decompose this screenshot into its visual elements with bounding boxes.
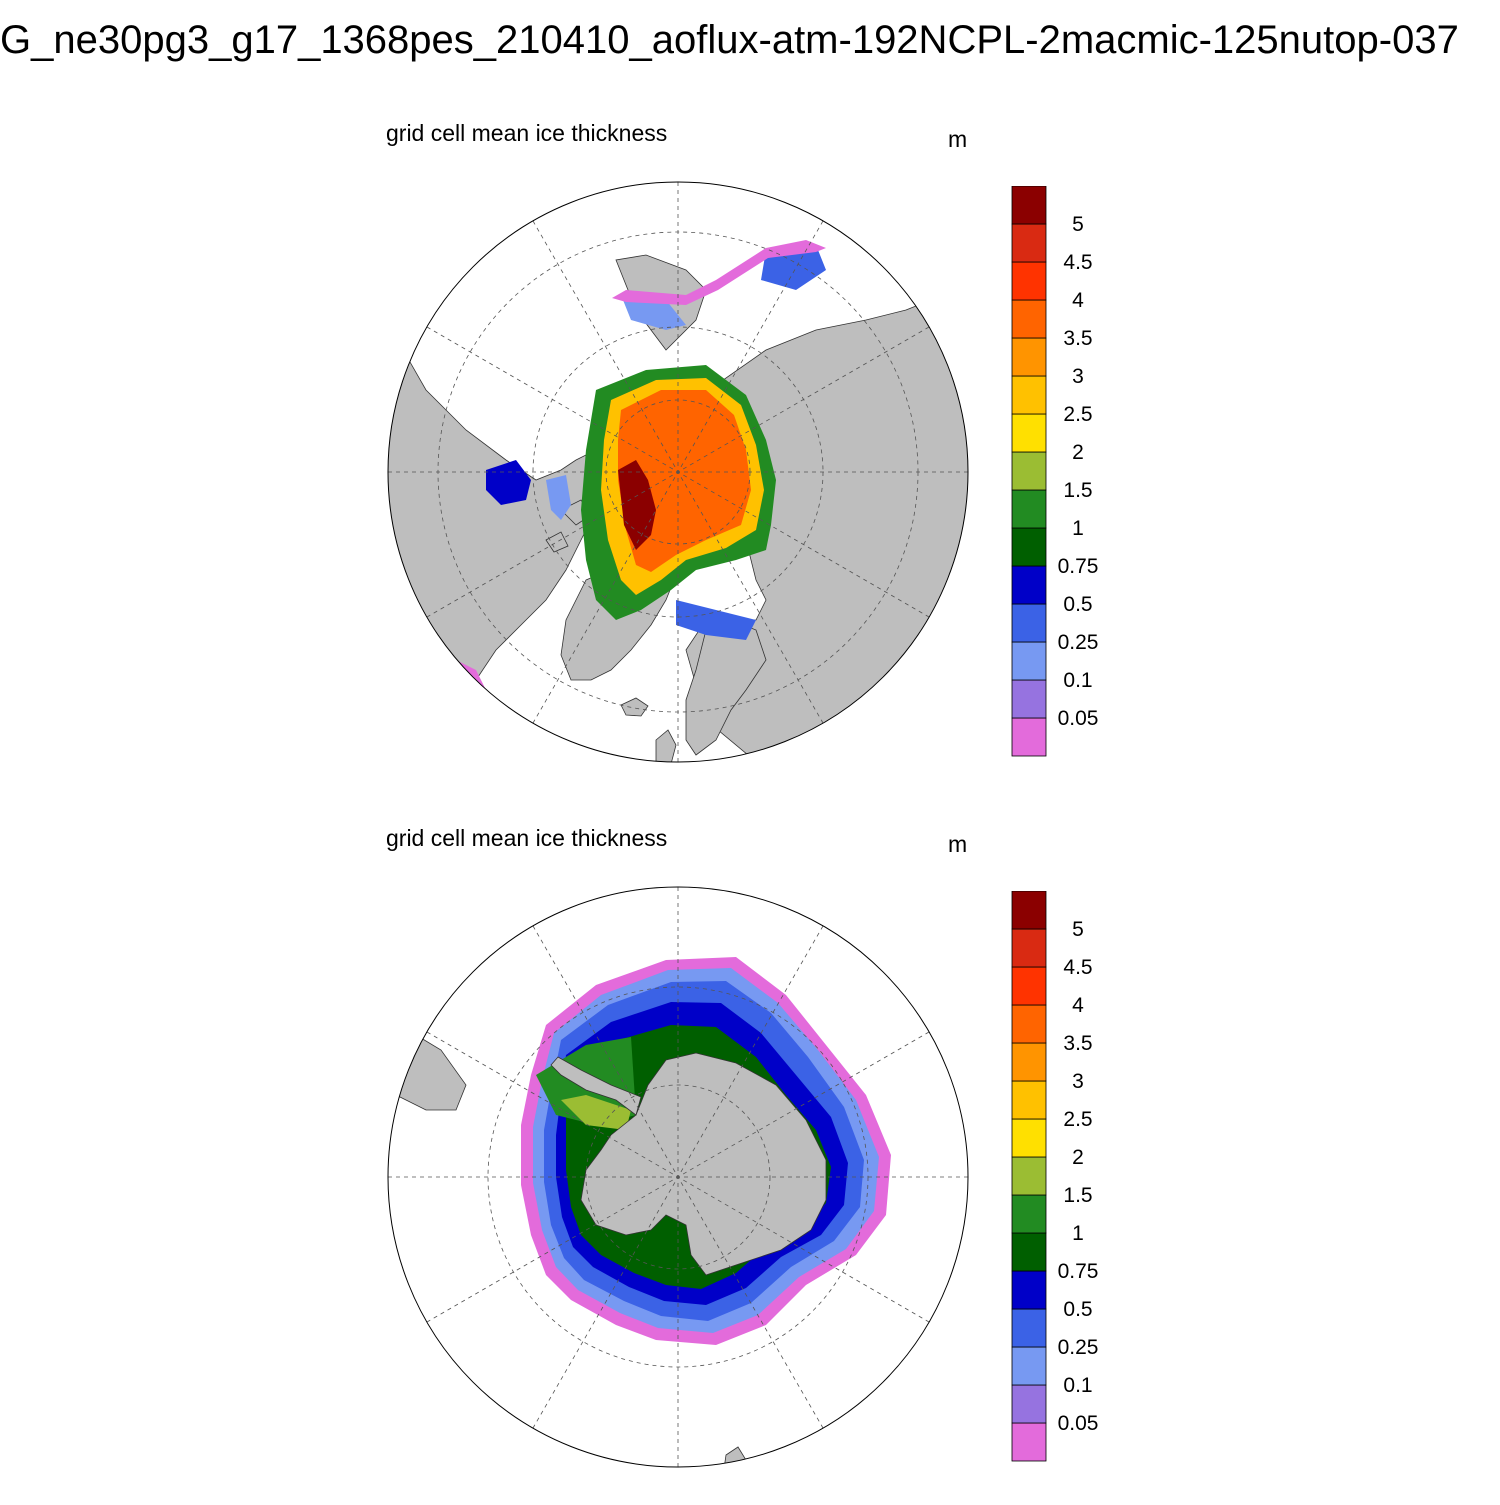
north-ice	[456, 240, 826, 700]
colorbar-label: 4	[1072, 994, 1084, 1017]
colorbar-swatch	[1011, 565, 1047, 605]
colorbar-swatch	[1011, 928, 1047, 968]
colorbar-label: 1	[1072, 517, 1084, 540]
colorbar-swatch	[1011, 261, 1047, 301]
colorbar-swatch	[1011, 891, 1047, 930]
colorbar-swatch	[1011, 1004, 1047, 1044]
south-colorbar: 0.05 0.1 0.25 0.5 0.75 1 1.5 2 2.5 3 3.5 4 4.5 5	[1011, 891, 1099, 1462]
colorbar-swatch	[1011, 1156, 1047, 1196]
colorbar-label: 1	[1072, 1222, 1084, 1245]
colorbar-label: 2	[1072, 441, 1084, 464]
colorbar-label: 0.75	[1058, 1260, 1099, 1283]
colorbar-label: 5	[1072, 918, 1084, 941]
colorbar-label: 1.5	[1063, 479, 1092, 502]
north-panel: grid cell mean ice thickness m	[0, 100, 1500, 800]
north-polar-map	[387, 181, 969, 763]
colorbar-label: 0.75	[1058, 555, 1099, 578]
colorbar-swatch	[1011, 1194, 1047, 1234]
colorbar-label: 0.5	[1063, 1298, 1092, 1321]
colorbar-label: 2.5	[1063, 403, 1092, 426]
south-panel: grid cell mean ice thickness m	[0, 805, 1500, 1505]
south-colorbar-labels: 0.05 0.1 0.25 0.5 0.75 1 1.5 2 2.5 3 3.5 4 4.5 5	[1058, 918, 1099, 1435]
colorbar-label: 4	[1072, 289, 1084, 312]
colorbar-swatch	[1011, 641, 1047, 681]
south-colorbar-swatches	[1011, 891, 1047, 1462]
colorbar-swatch	[1011, 337, 1047, 377]
colorbar-swatch	[1011, 1270, 1047, 1310]
north-colorbar-swatches	[1011, 186, 1047, 757]
colorbar-label: 0.25	[1058, 1336, 1099, 1359]
colorbar-label: 0.05	[1058, 1412, 1099, 1435]
colorbar-swatch	[1011, 223, 1047, 263]
north-panel-title: grid cell mean ice thickness	[386, 120, 668, 146]
south-polar-map	[387, 886, 969, 1468]
colorbar-swatch	[1011, 679, 1047, 719]
colorbar-swatch	[1011, 489, 1047, 529]
north-colorbar: 0.05 0.1 0.25 0.5 0.75 1 1.5 2 2.5 3 3.5 4 4.5 5	[1011, 186, 1099, 757]
colorbar-label: 3.5	[1063, 327, 1092, 350]
colorbar-swatch	[1011, 413, 1047, 453]
colorbar-label: 3.5	[1063, 1032, 1092, 1055]
colorbar-label: 1.5	[1063, 1184, 1092, 1207]
colorbar-swatch	[1011, 527, 1047, 567]
colorbar-label: 5	[1072, 213, 1084, 236]
colorbar-swatch	[1011, 375, 1047, 415]
colorbar-swatch	[1011, 603, 1047, 643]
colorbar-label: 4.5	[1063, 956, 1092, 979]
south-panel-title: grid cell mean ice thickness	[386, 825, 668, 851]
colorbar-swatch	[1011, 451, 1047, 491]
colorbar-swatch	[1011, 1384, 1047, 1424]
colorbar-label: 0.1	[1063, 1374, 1092, 1397]
colorbar-swatch	[1011, 717, 1047, 757]
north-graticule	[388, 182, 968, 762]
colorbar-swatch	[1011, 186, 1047, 225]
colorbar-swatch	[1011, 1422, 1047, 1462]
north-colorbar-labels: 0.05 0.1 0.25 0.5 0.75 1 1.5 2 2.5 3 3.5 4 4.5 5	[1058, 213, 1099, 730]
south-graticule	[388, 887, 968, 1467]
colorbar-swatch	[1011, 1118, 1047, 1158]
colorbar-label: 2	[1072, 1146, 1084, 1169]
colorbar-swatch	[1011, 1232, 1047, 1272]
colorbar-swatch	[1011, 966, 1047, 1006]
colorbar-label: 0.5	[1063, 593, 1092, 616]
colorbar-label: 3	[1072, 365, 1084, 388]
colorbar-label: 0.25	[1058, 631, 1099, 654]
colorbar-label: 0.05	[1058, 707, 1099, 730]
colorbar-swatch	[1011, 299, 1047, 339]
colorbar-swatch	[1011, 1308, 1047, 1348]
colorbar-label: 3	[1072, 1070, 1084, 1093]
north-panel-units: m	[948, 126, 968, 152]
colorbar-swatch	[1011, 1080, 1047, 1120]
colorbar-swatch	[1011, 1346, 1047, 1386]
figure-title: G_ne30pg3_g17_1368pes_210410_aoflux-atm-…	[0, 18, 1459, 62]
south-panel-units: m	[948, 831, 968, 857]
colorbar-swatch	[1011, 1042, 1047, 1082]
colorbar-label: 0.1	[1063, 669, 1092, 692]
colorbar-label: 4.5	[1063, 251, 1092, 274]
colorbar-label: 2.5	[1063, 1108, 1092, 1131]
